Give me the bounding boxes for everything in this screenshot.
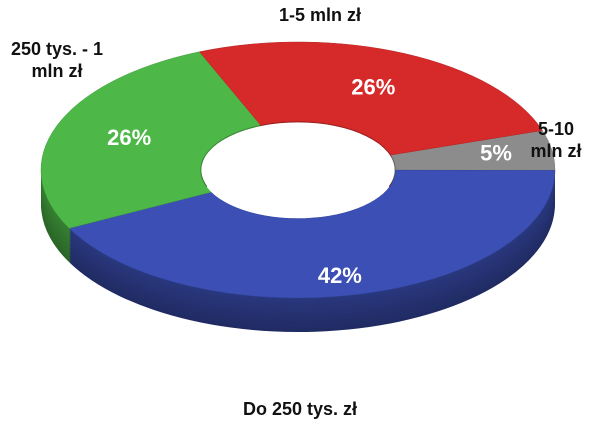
value-label: 5%: [480, 140, 512, 165]
slice: [40, 51, 262, 229]
value-label: 26%: [351, 74, 395, 99]
category-label: 1-5 mln zł: [278, 5, 362, 25]
value-label: 26%: [107, 125, 151, 150]
slice: [199, 41, 543, 156]
category-label: Do 250 tys. zł: [242, 399, 358, 419]
slice: [68, 169, 556, 299]
hole: [201, 122, 395, 218]
category-label: 5-10 mln zł: [530, 119, 582, 161]
category-label: 250 tys. - 1 mln zł: [10, 39, 104, 81]
value-label: 42%: [318, 263, 362, 288]
